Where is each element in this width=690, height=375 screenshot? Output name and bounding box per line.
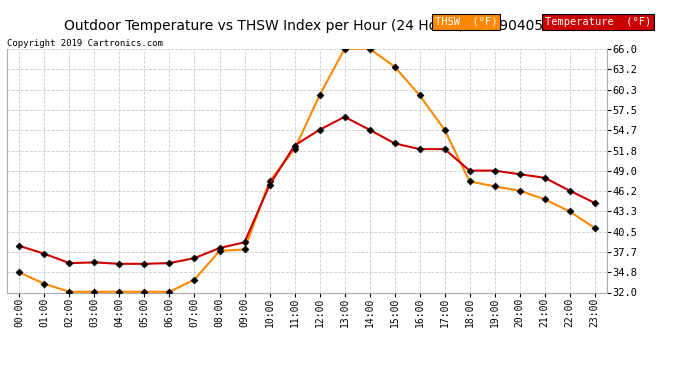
Text: Temperature  (°F): Temperature (°F) <box>545 17 651 27</box>
Text: Copyright 2019 Cartronics.com: Copyright 2019 Cartronics.com <box>7 39 163 48</box>
Text: THSW  (°F): THSW (°F) <box>435 17 497 27</box>
Text: Outdoor Temperature vs THSW Index per Hour (24 Hours)  20190405: Outdoor Temperature vs THSW Index per Ho… <box>64 19 543 33</box>
